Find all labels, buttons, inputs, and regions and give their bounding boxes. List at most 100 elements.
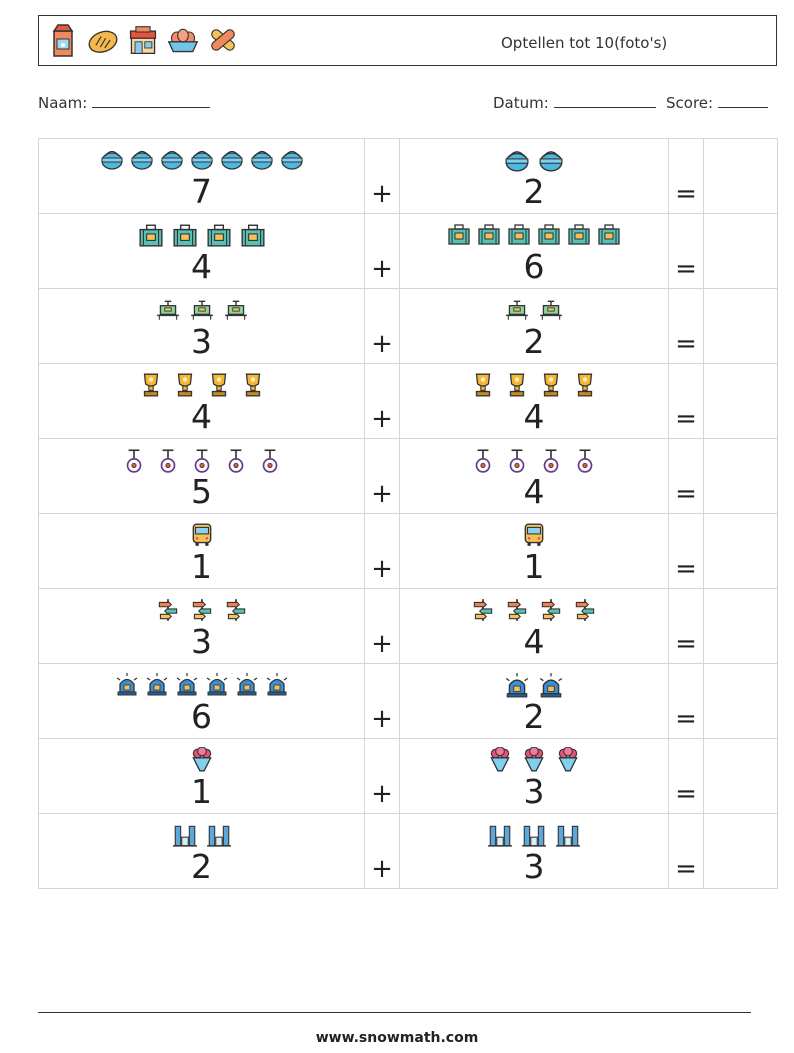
office-buildings-icon xyxy=(487,822,513,852)
addend-number: 4 xyxy=(191,247,212,286)
problem-row: 2 +3 = xyxy=(38,813,778,889)
problem-row: 3 +2 = xyxy=(38,288,778,364)
picture-count xyxy=(39,822,364,852)
equals-cell: = xyxy=(668,663,704,739)
addend-b-cell: 3 xyxy=(399,813,669,889)
date-line[interactable] xyxy=(553,95,656,108)
addend-number: 2 xyxy=(191,847,212,886)
picture-count xyxy=(39,672,364,700)
footer-url: www.snowmath.com xyxy=(315,1030,479,1046)
problem-row: 1 +3 = xyxy=(38,738,778,814)
addend-number: 7 xyxy=(191,172,212,211)
footer-divider xyxy=(38,1012,751,1013)
score-field[interactable]: Score: xyxy=(666,94,768,112)
picture-count xyxy=(400,522,668,552)
equals-cell: = xyxy=(668,138,704,214)
addend-number: 3 xyxy=(523,772,545,811)
answer-box[interactable] xyxy=(703,288,778,364)
problem-row: 7 +2 = xyxy=(38,138,778,214)
addend-a-cell: 1 xyxy=(38,513,365,589)
bus-icon xyxy=(189,522,215,552)
addend-number: 1 xyxy=(191,547,212,586)
trophy-icon xyxy=(470,372,496,402)
garden-cart-icon xyxy=(504,297,530,327)
signpost-icon xyxy=(189,597,215,627)
unicycle-icon xyxy=(155,447,181,477)
plus-sign: + xyxy=(371,554,393,584)
problem-row: 4 +6 = xyxy=(38,213,778,289)
addend-b-cell: 1 xyxy=(399,513,669,589)
picture-count xyxy=(400,372,668,402)
worksheet-title: Optellen tot 10(foto's) xyxy=(501,34,668,52)
score-line[interactable] xyxy=(717,95,768,108)
worksheet-header: Optellen tot 10(foto's) xyxy=(38,15,777,66)
answer-box[interactable] xyxy=(703,513,778,589)
addend-number: 2 xyxy=(523,322,545,361)
suitcase-icon xyxy=(240,222,266,252)
office-buildings-icon xyxy=(206,822,232,852)
addend-b-cell: 2 xyxy=(399,138,669,214)
siren-icon xyxy=(145,672,169,700)
answer-box[interactable] xyxy=(703,588,778,664)
picture-count xyxy=(39,147,364,175)
addend-number: 6 xyxy=(523,247,545,286)
date-label: Datum: xyxy=(493,94,549,112)
plus-sign: + xyxy=(371,629,393,659)
addend-number: 4 xyxy=(523,472,545,511)
equals-cell: = xyxy=(668,213,704,289)
addend-number: 2 xyxy=(523,697,545,736)
equals-sign: = xyxy=(675,854,697,884)
addend-number: 3 xyxy=(191,322,212,361)
picture-count xyxy=(39,447,364,477)
answer-box[interactable] xyxy=(703,813,778,889)
equals-cell: = xyxy=(668,438,704,514)
signpost-icon xyxy=(223,597,249,627)
suitcase-icon xyxy=(477,222,501,250)
plus-cell: + xyxy=(364,438,400,514)
addend-number: 2 xyxy=(523,172,545,211)
answer-box[interactable] xyxy=(703,663,778,739)
plus-sign: + xyxy=(371,404,393,434)
addend-a-cell: 4 xyxy=(38,213,365,289)
answer-box[interactable] xyxy=(703,138,778,214)
picture-count xyxy=(400,822,668,852)
suitcase-icon xyxy=(138,222,164,252)
plus-sign: + xyxy=(371,179,393,209)
equals-sign: = xyxy=(675,779,697,809)
plus-sign: + xyxy=(371,854,393,884)
garden-cart-icon xyxy=(538,297,564,327)
water-bucket-icon xyxy=(280,147,304,175)
answer-box[interactable] xyxy=(703,213,778,289)
equals-cell: = xyxy=(668,288,704,364)
name-field[interactable]: Naam: xyxy=(38,94,211,112)
answer-box[interactable] xyxy=(703,738,778,814)
equals-sign: = xyxy=(675,629,697,659)
addend-b-cell: 4 xyxy=(399,363,669,439)
signpost-icon xyxy=(572,597,598,627)
addend-b-cell: 4 xyxy=(399,438,669,514)
picture-count xyxy=(400,447,668,477)
name-line[interactable] xyxy=(92,95,211,108)
answer-box[interactable] xyxy=(703,438,778,514)
equals-sign: = xyxy=(675,479,697,509)
suitcase-icon xyxy=(537,222,561,250)
trophy-icon xyxy=(504,372,530,402)
problem-table: 7 +2 = 4 +6 = 3 +2 = 4 +4 = 5 +4 = 1 +1 = 3 +4 = 6 +2 = 1 +3 = 2 +3 = xyxy=(38,138,778,889)
water-bucket-icon xyxy=(190,147,214,175)
addend-a-cell: 3 xyxy=(38,288,365,364)
flower-bouquet-icon xyxy=(487,746,513,777)
date-field[interactable]: Datum: xyxy=(493,94,656,112)
answer-box[interactable] xyxy=(703,363,778,439)
trophy-icon xyxy=(538,372,564,402)
plus-cell: + xyxy=(364,738,400,814)
plus-cell: + xyxy=(364,288,400,364)
header-icons xyxy=(47,22,239,58)
water-bucket-icon xyxy=(220,147,244,175)
flower-bouquet-icon xyxy=(189,746,215,777)
plus-cell: + xyxy=(364,663,400,739)
water-bucket-icon xyxy=(504,147,530,177)
trophy-icon xyxy=(206,372,232,402)
plus-sign: + xyxy=(371,779,393,809)
siren-icon xyxy=(175,672,199,700)
unicycle-icon xyxy=(470,447,496,477)
